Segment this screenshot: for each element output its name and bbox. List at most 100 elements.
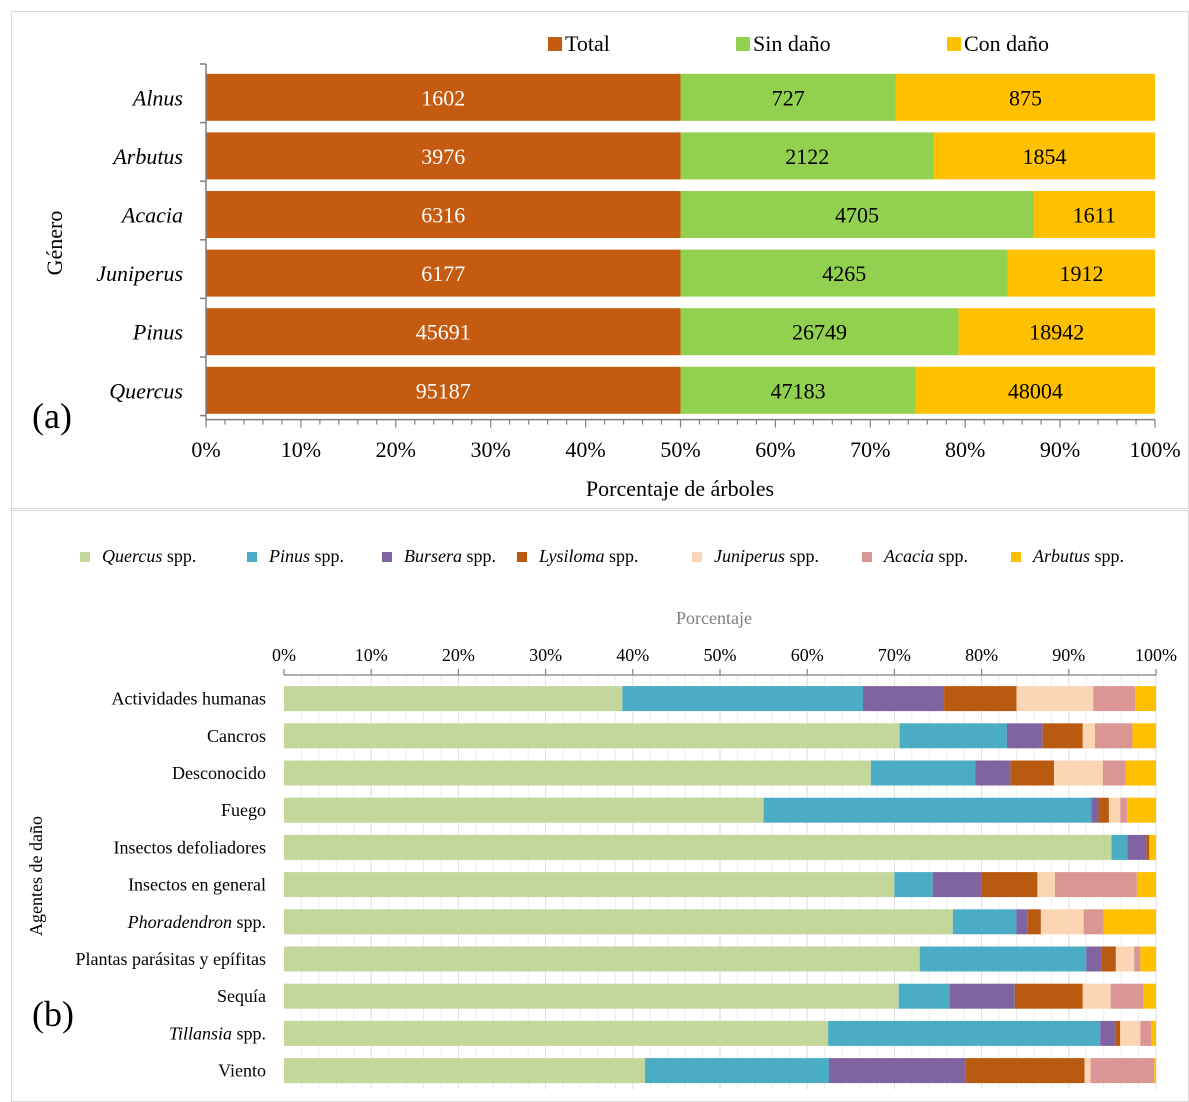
legend-swatch-sin-dano xyxy=(736,37,750,51)
category-label-desconocido: Desconocido xyxy=(172,763,266,783)
chart-a-stacked-bar: (a) Género Porcentaje de árboles Total Si… xyxy=(32,31,1181,501)
x-tick-label: 80% xyxy=(945,437,985,462)
x-tick-label: 60% xyxy=(755,437,795,462)
bar-quercus-spp-actividades-humanas xyxy=(284,686,623,712)
bar-con-dano-pinus xyxy=(958,308,1155,356)
data-label-con-dano-pinus: 18942 xyxy=(1029,320,1084,345)
bar-lysiloma-spp-tillansia-spp xyxy=(1115,1020,1121,1046)
legend-label-lysiloma: Lysiloma spp. xyxy=(538,546,639,566)
bar-acacia-spp-insectos-defoliadores xyxy=(1149,834,1150,860)
x-tick-label: 20% xyxy=(442,645,475,665)
bar-bursera-spp-fuego xyxy=(1091,797,1099,823)
bar-juniperus-spp-plantas-parasitas-y-epifitas xyxy=(1115,946,1135,972)
legend-swatch-bursera xyxy=(382,552,392,562)
bar-acacia-spp-sequia xyxy=(1110,983,1144,1009)
x-tick-label: 10% xyxy=(355,645,388,665)
y-axis-title: Género xyxy=(42,211,67,276)
x-axis-title: Porcentaje de árboles xyxy=(586,476,774,501)
legend-label-quercus: Quercus spp. xyxy=(102,546,196,566)
bar-lysiloma-spp-plantas-parasitas-y-epifitas xyxy=(1101,946,1116,972)
legend-swatch-juniperus xyxy=(692,552,702,562)
y-axis-title: Agentes de daño xyxy=(26,816,46,936)
data-label-sin-dano-quercus: 47183 xyxy=(771,378,826,403)
bar-acacia-spp-desconocido xyxy=(1102,760,1126,786)
bar-quercus-spp-insectos-en-general xyxy=(284,872,895,898)
legend-swatch-con-dano xyxy=(947,37,961,51)
bar-lysiloma-spp-fuego xyxy=(1098,797,1109,823)
bar-bursera-spp-viento xyxy=(829,1058,966,1084)
bar-lysiloma-spp-cancros xyxy=(1042,723,1083,749)
legend-swatch-total xyxy=(548,37,562,51)
legend-label-sin-dano: Sin daño xyxy=(753,31,831,56)
bar-sin-dano-juniperus xyxy=(680,249,1008,297)
bar-pinus-spp-insectos-defoliadores xyxy=(1111,834,1128,860)
bar-con-dano-alnus xyxy=(895,73,1155,121)
bar-acacia-spp-phoradendron-spp xyxy=(1083,909,1104,935)
data-label-sin-dano-acacia: 4705 xyxy=(835,203,879,228)
x-tick-label: 50% xyxy=(704,645,737,665)
chart-b-stacked-bar: (b) Agentes de daño Porcentaje Quercus s… xyxy=(26,546,1177,1090)
category-label-juniperus: Juniperus xyxy=(96,261,183,286)
bar-pinus-spp-viento xyxy=(645,1058,829,1084)
bar-bursera-spp-desconocido xyxy=(975,760,1011,786)
bar-total-alnus xyxy=(206,73,681,121)
bar-pinus-spp-tillansia-spp xyxy=(828,1020,1101,1046)
bar-lysiloma-spp-insectos-en-general xyxy=(981,872,1038,898)
legend-swatch-acacia xyxy=(862,552,872,562)
legend-label-juniperus: Juniperus spp. xyxy=(714,546,819,566)
x-tick-label: 10% xyxy=(281,437,321,462)
bar-quercus-spp-phoradendron-spp xyxy=(284,909,953,935)
category-label-pinus: Pinus xyxy=(132,320,183,345)
x-tick-label: 30% xyxy=(471,437,511,462)
x-tick-label: 70% xyxy=(850,437,890,462)
bar-bursera-spp-plantas-parasitas-y-epifitas xyxy=(1086,946,1102,972)
x-tick-label: 60% xyxy=(791,645,824,665)
bar-lysiloma-spp-actividades-humanas xyxy=(944,686,1017,712)
x-tick-label: 90% xyxy=(1052,645,1085,665)
data-label-sin-dano-arbutus: 2122 xyxy=(785,144,829,169)
bar-bursera-spp-insectos-en-general xyxy=(932,872,982,898)
category-label-fuego: Fuego xyxy=(221,800,266,820)
bar-bursera-spp-cancros xyxy=(1006,723,1043,749)
bar-lysiloma-spp-insectos-defoliadores xyxy=(1146,834,1150,860)
bar-acacia-spp-cancros xyxy=(1094,723,1133,749)
bar-pinus-spp-actividades-humanas xyxy=(622,686,864,712)
bar-total-acacia xyxy=(206,191,681,238)
bar-quercus-spp-cancros xyxy=(284,723,900,749)
bar-lysiloma-spp-desconocido xyxy=(1010,760,1054,786)
bar-arbutus-spp-insectos-en-general xyxy=(1136,872,1156,898)
bar-juniperus-spp-cancros xyxy=(1082,723,1095,749)
bar-pinus-spp-desconocido xyxy=(870,760,976,786)
x-axis-title: Porcentaje xyxy=(676,608,752,628)
bar-total-quercus xyxy=(206,366,681,414)
legend-swatch-arbutus xyxy=(1011,552,1021,562)
category-label-plantas-parasitas-y-epifitas: Plantas parásitas y epífitas xyxy=(76,949,266,969)
legend-swatch-quercus xyxy=(80,552,90,562)
bar-arbutus-spp-fuego xyxy=(1127,797,1156,823)
data-label-con-dano-alnus: 875 xyxy=(1009,85,1042,110)
bar-bursera-spp-phoradendron-spp xyxy=(1016,909,1028,935)
legend-label-arbutus: Arbutus spp. xyxy=(1032,546,1124,566)
category-label-arbutus: Arbutus xyxy=(111,144,183,169)
bar-arbutus-spp-actividades-humanas xyxy=(1135,686,1156,712)
data-label-total-alnus: 1602 xyxy=(421,85,465,110)
bar-lysiloma-spp-phoradendron-spp xyxy=(1027,909,1041,935)
bar-quercus-spp-plantas-parasitas-y-epifitas xyxy=(284,946,920,972)
bar-arbutus-spp-viento xyxy=(1154,1058,1156,1084)
category-label-acacia: Acacia xyxy=(120,203,183,228)
category-label-insectos-defoliadores: Insectos defoliadores xyxy=(114,837,266,857)
bar-sin-dano-acacia xyxy=(680,191,1034,238)
bar-con-dano-arbutus xyxy=(933,132,1155,180)
legend-label-acacia: Acacia spp. xyxy=(883,546,968,566)
bar-juniperus-spp-phoradendron-spp xyxy=(1040,909,1084,935)
data-label-sin-dano-alnus: 727 xyxy=(772,85,805,110)
bar-bursera-spp-tillansia-spp xyxy=(1100,1020,1116,1046)
bar-con-dano-acacia xyxy=(1033,191,1155,238)
bar-arbutus-spp-plantas-parasitas-y-epifitas xyxy=(1140,946,1156,972)
bar-acacia-spp-plantas-parasitas-y-epifitas xyxy=(1134,946,1141,972)
category-label-sequia: Sequía xyxy=(217,986,266,1006)
legend-label-bursera: Bursera spp. xyxy=(404,546,496,566)
bar-pinus-spp-phoradendron-spp xyxy=(952,909,1017,935)
bar-juniperus-spp-sequia xyxy=(1082,983,1111,1009)
